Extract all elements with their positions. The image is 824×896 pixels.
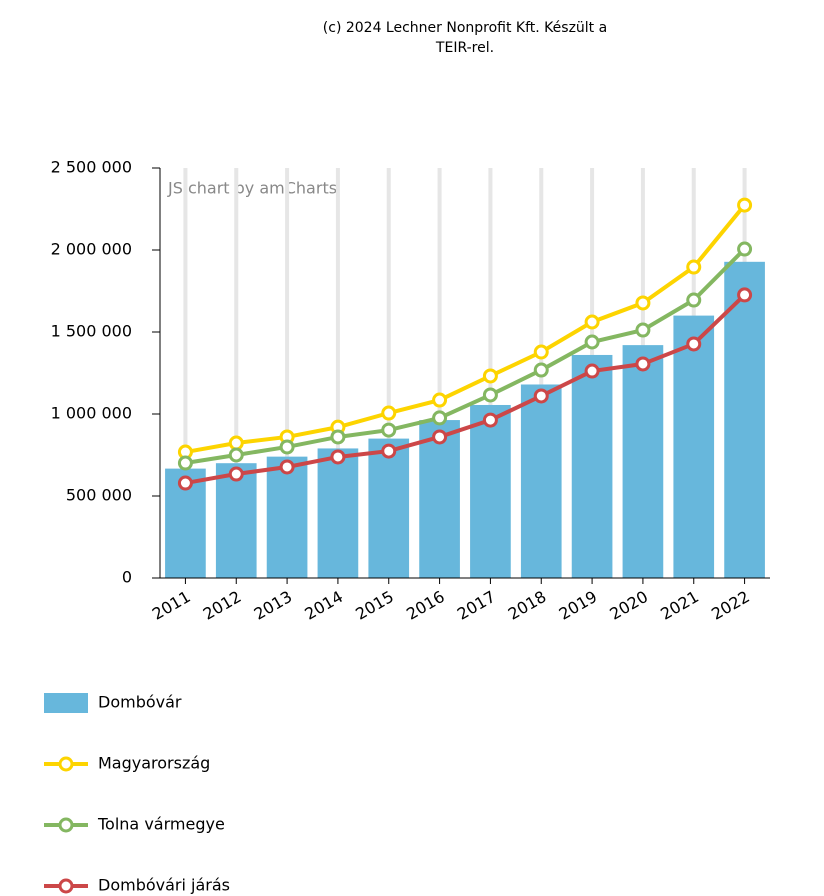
point bbox=[228, 466, 244, 482]
point bbox=[177, 475, 193, 491]
point bbox=[482, 412, 498, 428]
point bbox=[584, 363, 600, 379]
credit: TEIR-rel. bbox=[435, 40, 494, 56]
point bbox=[737, 197, 753, 213]
point bbox=[737, 287, 753, 303]
x-tick-label: 2017 bbox=[454, 587, 499, 624]
y-tick-label: 2 500 000 bbox=[51, 158, 132, 177]
bar bbox=[266, 456, 308, 578]
bar bbox=[317, 448, 359, 578]
point bbox=[228, 447, 244, 463]
legend-label: Dombóvári járás bbox=[98, 876, 230, 895]
x-tick-label: 2019 bbox=[556, 587, 601, 624]
line bbox=[185, 247, 746, 466]
point bbox=[432, 410, 448, 426]
legend-label: Dombóvár bbox=[98, 693, 182, 712]
legend-swatch bbox=[44, 693, 88, 713]
point bbox=[737, 241, 753, 257]
credit: (c) 2024 Lechner Nonprofit Kft. Készült … bbox=[323, 20, 607, 36]
point bbox=[635, 322, 651, 338]
bar bbox=[419, 420, 460, 578]
x-tick-label: 2021 bbox=[657, 587, 702, 624]
point bbox=[686, 259, 702, 275]
bar bbox=[520, 384, 562, 578]
point bbox=[635, 295, 651, 311]
point bbox=[228, 435, 244, 451]
x-tick-label: 2020 bbox=[606, 587, 651, 624]
point bbox=[635, 356, 651, 372]
point bbox=[177, 455, 193, 471]
point bbox=[482, 387, 498, 403]
x-tick-label: 2011 bbox=[149, 587, 194, 624]
legend-swatch bbox=[58, 878, 74, 894]
line bbox=[185, 203, 747, 455]
bar bbox=[215, 463, 257, 578]
point bbox=[381, 422, 397, 438]
bar bbox=[673, 315, 715, 578]
y-tick-label: 2 000 000 bbox=[51, 240, 132, 259]
watermark: JS chart by amCharts bbox=[167, 179, 337, 198]
point bbox=[330, 449, 346, 465]
x-tick-label: 2012 bbox=[200, 587, 245, 624]
legend-label: Magyarország bbox=[98, 754, 210, 773]
bar bbox=[622, 345, 664, 578]
point bbox=[432, 429, 448, 445]
point bbox=[533, 362, 549, 378]
point bbox=[533, 344, 549, 360]
bar bbox=[571, 354, 613, 578]
x-tick-label: 2022 bbox=[708, 587, 753, 624]
line bbox=[185, 293, 746, 486]
bar bbox=[368, 438, 410, 578]
point bbox=[330, 429, 346, 445]
bar bbox=[470, 404, 511, 578]
x-tick-label: 2013 bbox=[251, 587, 296, 624]
point bbox=[533, 388, 549, 404]
point bbox=[432, 392, 448, 408]
point bbox=[279, 459, 295, 475]
y-tick-label: 0 bbox=[122, 568, 132, 587]
x-tick-label: 2014 bbox=[301, 587, 346, 624]
y-tick-label: 1 500 000 bbox=[51, 322, 132, 341]
point bbox=[482, 368, 498, 384]
point bbox=[584, 314, 600, 330]
x-tick-label: 2016 bbox=[403, 587, 448, 624]
point bbox=[381, 443, 397, 459]
legend-swatch bbox=[58, 817, 74, 833]
point bbox=[381, 405, 397, 421]
x-tick-label: 2015 bbox=[352, 587, 397, 624]
point bbox=[279, 439, 295, 455]
x-tick-label: 2018 bbox=[505, 587, 550, 624]
legend-label: Tolna vármegye bbox=[97, 815, 225, 834]
point bbox=[584, 334, 600, 350]
point bbox=[686, 292, 702, 308]
point bbox=[686, 336, 702, 352]
y-tick-label: 1 000 000 bbox=[51, 404, 132, 423]
y-tick-label: 500 000 bbox=[66, 486, 132, 505]
legend-swatch bbox=[58, 756, 74, 772]
bar bbox=[724, 261, 765, 578]
